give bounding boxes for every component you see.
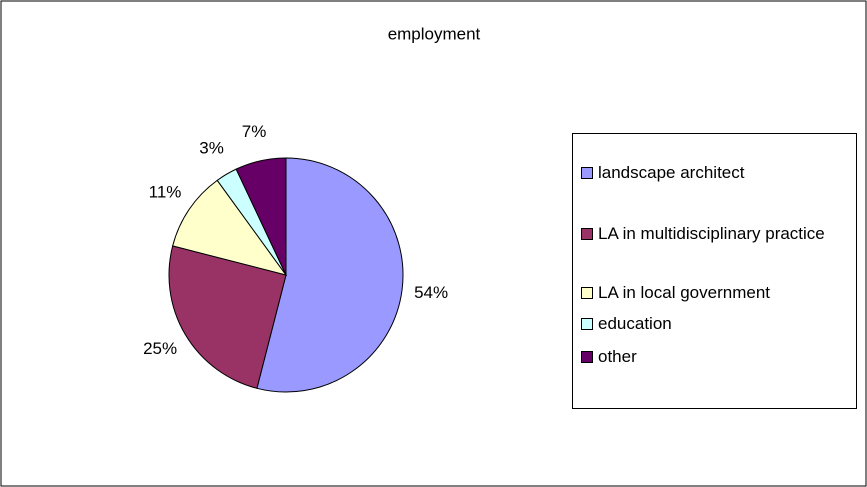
pie-slice xyxy=(168,245,287,389)
pie-slice xyxy=(256,157,404,393)
legend-item: landscape architect xyxy=(581,158,854,187)
legend-label: LA in local government xyxy=(598,283,770,302)
legend-swatch xyxy=(581,318,593,330)
chart-title: employment xyxy=(388,24,481,43)
data-label: 7% xyxy=(242,122,267,141)
pie-slice xyxy=(235,157,287,276)
legend-swatch xyxy=(581,351,593,363)
pie-slice xyxy=(172,179,288,276)
legend-swatch xyxy=(581,228,593,240)
data-label: 25% xyxy=(143,339,177,358)
legend: landscape architect LA in multidisciplina… xyxy=(572,133,857,409)
data-label: 11% xyxy=(149,182,182,201)
legend-label: LA in multidisciplinary practice xyxy=(598,224,825,243)
data-label: 54% xyxy=(414,283,448,302)
legend-swatch xyxy=(581,287,593,299)
legend-item: other xyxy=(581,342,854,371)
legend-swatch xyxy=(581,167,593,179)
legend-label: education xyxy=(598,314,672,333)
legend-label: other xyxy=(598,347,637,366)
data-label: 3% xyxy=(199,139,224,158)
legend-item: education xyxy=(581,309,854,338)
legend-item: LA in multidisciplinary practice xyxy=(581,219,854,248)
legend-label: landscape architect xyxy=(598,163,745,182)
legend-item: LA in local government xyxy=(581,278,854,307)
